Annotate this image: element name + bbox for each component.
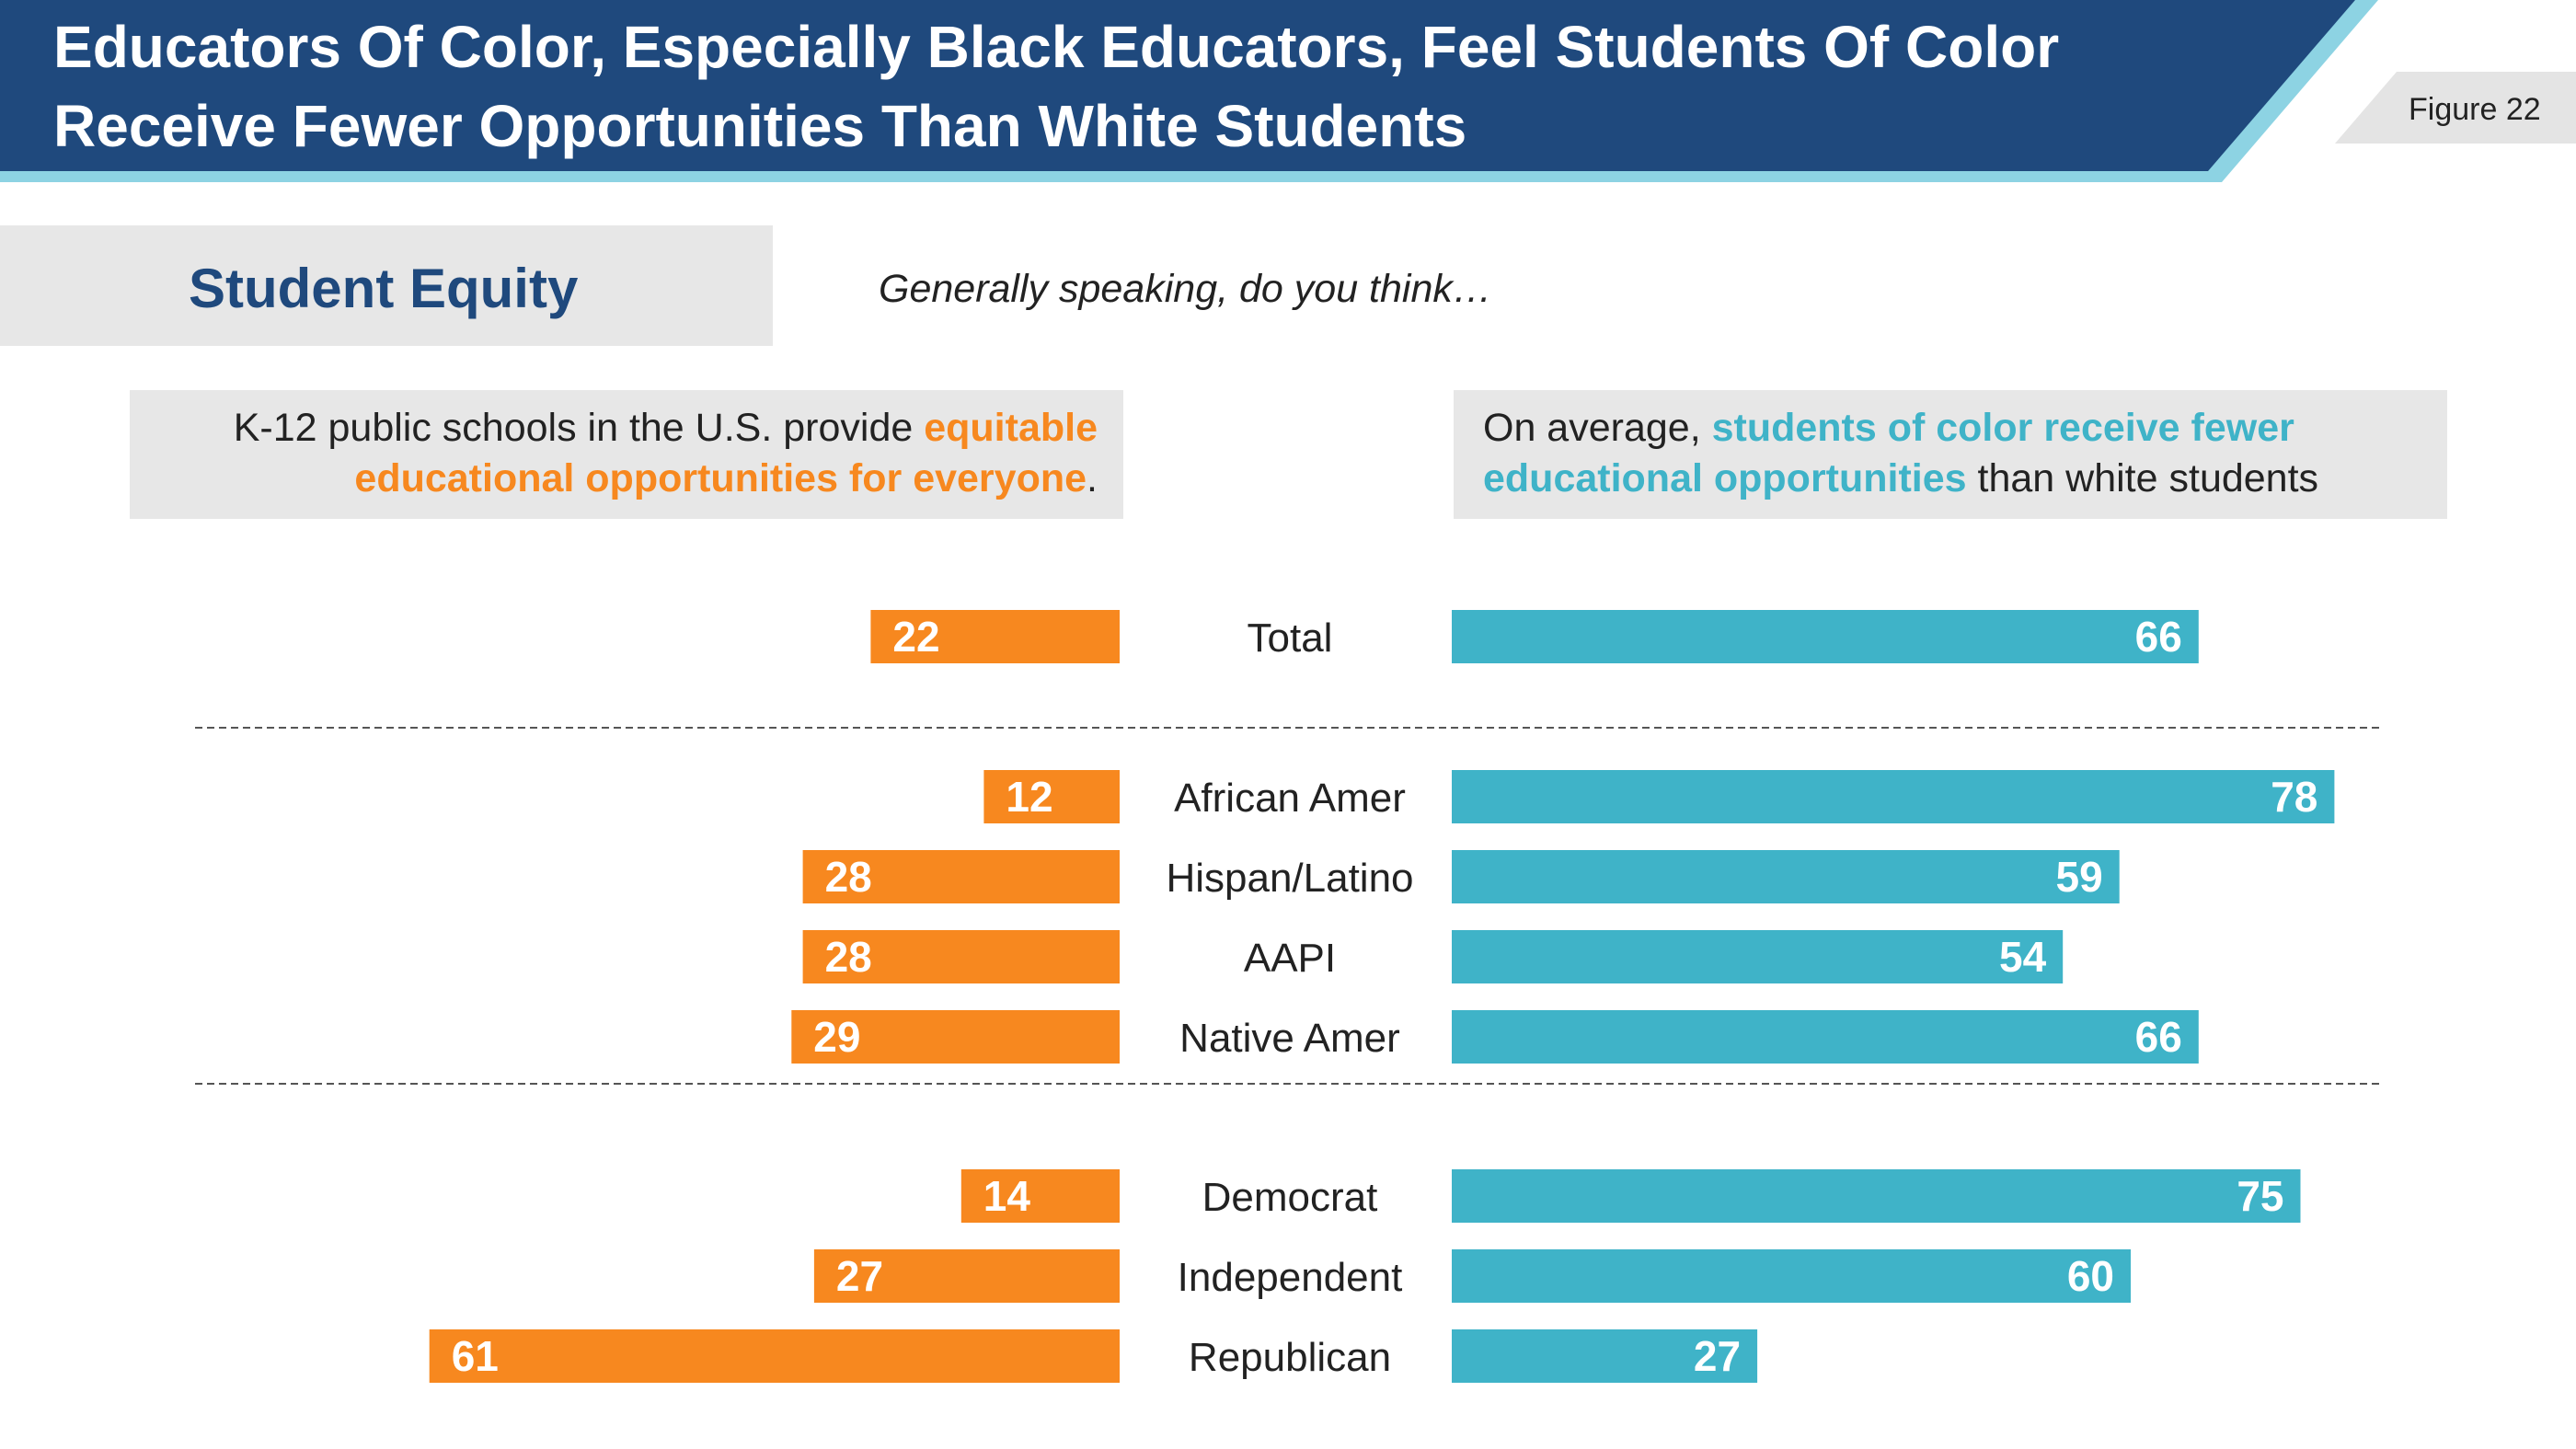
left-header-box: K-12 public schools in the U.S. provide … <box>130 390 1123 519</box>
category-label-independent: Independent <box>1178 1255 1403 1300</box>
right-header-plain: On average, <box>1483 406 1712 450</box>
bar-left-label-aapi: 28 <box>825 933 872 981</box>
bar-right-independent <box>1452 1249 2131 1303</box>
bar-right-label-total: 66 <box>2135 613 2182 661</box>
bar-right-label-independent: 60 <box>2067 1252 2114 1300</box>
figure-label-tab <box>2335 72 2576 144</box>
bar-left-label-african-amer: 12 <box>1006 773 1052 821</box>
right-header-highlight-1: students of color receive fewer <box>1711 406 2294 450</box>
bar-right-label-native-amer: 66 <box>2135 1013 2182 1061</box>
right-header-plain-2: than white students <box>1966 456 2319 500</box>
category-label-african-amer: African Amer <box>1174 776 1406 821</box>
bar-right-label-aapi: 54 <box>1999 933 2047 981</box>
category-label-hispan-latino: Hispan/Latino <box>1166 856 1413 901</box>
category-label-republican: Republican <box>1189 1335 1391 1380</box>
bar-right-democrat <box>1452 1169 2301 1223</box>
left-header-highlight-2: educational opportunities for everyone <box>354 456 1087 500</box>
right-header-highlight-2: educational opportunities <box>1483 456 1967 500</box>
bar-left-label-republican: 61 <box>452 1332 499 1380</box>
bar-right-label-democrat: 75 <box>2237 1172 2283 1220</box>
bar-right-hispan-latino <box>1452 850 2120 903</box>
bar-left-label-native-amer: 29 <box>813 1013 860 1061</box>
banner-main-shape <box>0 0 2355 171</box>
bar-left-democrat <box>960 1169 1120 1223</box>
bar-right-label-republican: 27 <box>1694 1332 1741 1380</box>
bar-left-label-democrat: 14 <box>983 1172 1031 1220</box>
bar-left-hispan-latino <box>802 850 1120 903</box>
bar-left-native-amer <box>791 1010 1120 1064</box>
bar-left-african-amer <box>983 770 1120 823</box>
figure-label: Figure 22 <box>2409 92 2541 127</box>
title-banner <box>0 0 2576 182</box>
left-header-text: K-12 public schools in the U.S. provide … <box>234 403 1098 504</box>
bar-left-label-hispan-latino: 28 <box>825 853 872 901</box>
bar-right-total <box>1452 610 2199 663</box>
right-header-box: On average, students of color receive fe… <box>1454 390 2447 519</box>
bar-left-label-independent: 27 <box>836 1252 883 1300</box>
bar-left-label-total: 22 <box>892 613 939 661</box>
bar-right-republican <box>1452 1329 1758 1383</box>
bar-left-republican <box>429 1329 1120 1383</box>
left-header-highlight-1: equitable <box>924 406 1098 450</box>
bar-right-label-hispan-latino: 59 <box>2056 853 2103 901</box>
right-header-text: On average, students of color receive fe… <box>1483 403 2318 504</box>
question-text: Generally speaking, do you think… <box>879 267 1492 311</box>
category-label-total: Total <box>1248 615 1333 661</box>
page-title-line-1: Educators Of Color, Especially Black Edu… <box>53 14 2060 80</box>
bar-left-total <box>870 610 1120 663</box>
category-label-democrat: Democrat <box>1202 1175 1378 1220</box>
page-title-line-2: Receive Fewer Opportunities Than White S… <box>53 93 1467 159</box>
bar-left-independent <box>813 1249 1120 1303</box>
bar-right-african-amer <box>1452 770 2335 823</box>
bar-left-aapi <box>802 930 1120 983</box>
bar-right-label-african-amer: 78 <box>2271 773 2317 821</box>
left-header-plain: K-12 public schools in the U.S. provide <box>233 406 925 450</box>
section-title: Student Equity <box>189 258 579 319</box>
section-box: Student Equity <box>0 225 773 346</box>
category-label-aapi: AAPI <box>1244 936 1336 981</box>
bar-right-aapi <box>1452 930 2064 983</box>
bar-right-native-amer <box>1452 1010 2199 1064</box>
left-header-end: . <box>1087 456 1098 500</box>
category-label-native-amer: Native Amer <box>1179 1016 1400 1061</box>
